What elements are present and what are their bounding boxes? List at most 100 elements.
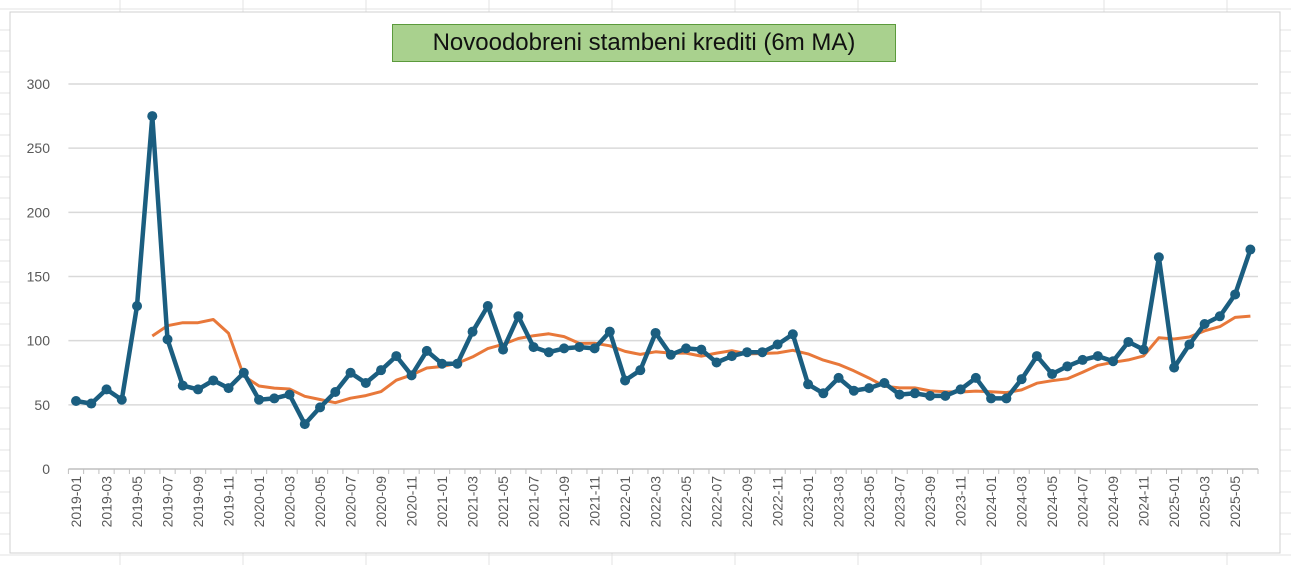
x-tick-label: 2022-09	[739, 476, 755, 528]
data-point	[864, 383, 875, 394]
data-point	[193, 384, 204, 395]
data-point	[574, 342, 585, 353]
x-tick-label: 2023-03	[831, 476, 847, 528]
x-tick-label: 2019-03	[99, 476, 115, 528]
data-point	[1077, 354, 1088, 365]
data-point	[1001, 393, 1012, 404]
data-point	[330, 387, 341, 397]
x-tick-label: 2021-11	[587, 476, 603, 527]
y-tick-label: 100	[27, 333, 51, 349]
x-tick-label: 2020-11	[404, 476, 420, 527]
data-point	[1108, 356, 1119, 367]
data-point	[620, 375, 631, 386]
data-point	[970, 372, 981, 383]
data-point	[1047, 369, 1058, 380]
data-point	[482, 301, 493, 312]
y-tick-label: 200	[27, 204, 51, 220]
data-point	[925, 390, 936, 401]
data-point	[650, 327, 661, 338]
data-point	[1062, 361, 1073, 372]
data-point	[681, 343, 692, 354]
x-tick-label: 2022-01	[617, 476, 633, 528]
x-tick-label: 2025-03	[1197, 476, 1213, 528]
series-line-moving-average	[151, 314, 1251, 405]
data-point	[315, 402, 326, 413]
data-point	[879, 378, 890, 389]
data-point	[498, 344, 509, 355]
data-point	[635, 365, 646, 376]
data-point	[787, 329, 798, 340]
data-point	[803, 379, 814, 390]
data-point	[1199, 318, 1210, 329]
data-point	[1031, 351, 1042, 362]
data-point	[269, 393, 280, 404]
x-tick-label: 2021-05	[495, 476, 511, 528]
data-point	[208, 375, 219, 386]
data-point	[604, 326, 615, 337]
x-tick-label: 2022-03	[648, 476, 664, 528]
x-tick-label: 2025-05	[1227, 476, 1243, 528]
x-tick-label: 2024-05	[1044, 476, 1060, 528]
y-tick-label: 300	[27, 76, 51, 92]
data-point	[848, 385, 859, 396]
data-point	[940, 390, 951, 401]
data-point	[299, 419, 310, 430]
y-tick-label: 150	[27, 269, 51, 285]
data-point	[543, 347, 554, 358]
x-tick-label: 2022-11	[770, 476, 786, 527]
data-point	[909, 388, 920, 399]
data-point	[254, 394, 265, 405]
data-point	[86, 398, 97, 409]
x-tick-label: 2021-01	[434, 476, 450, 528]
x-tick-label: 2022-05	[678, 476, 694, 528]
data-point	[467, 326, 478, 337]
data-point	[1092, 351, 1103, 362]
x-tick-label: 2021-07	[526, 476, 542, 528]
data-point	[559, 343, 570, 354]
data-point	[101, 384, 112, 395]
y-tick-label: 0	[42, 461, 50, 477]
x-tick-label: 2022-07	[709, 476, 725, 528]
data-point	[437, 358, 448, 369]
data-point	[894, 389, 905, 400]
x-tick-label: 2024-11	[1136, 476, 1152, 527]
data-point	[1123, 336, 1134, 347]
x-tick-label: 2024-07	[1075, 476, 1091, 528]
y-tick-label: 50	[34, 397, 50, 413]
x-tick-label: 2020-03	[282, 476, 298, 528]
x-tick-label: 2020-05	[312, 476, 328, 528]
data-point	[757, 347, 768, 358]
x-tick-label: 2020-07	[343, 476, 359, 528]
data-point	[833, 372, 844, 383]
data-point	[406, 370, 417, 381]
data-point	[711, 357, 722, 368]
x-tick-label: 2023-09	[922, 476, 938, 528]
x-tick-label: 2019-05	[129, 476, 145, 528]
data-point	[162, 334, 173, 345]
chart-title: Novoodobreni stambeni krediti (6m MA)	[392, 24, 896, 62]
data-point	[986, 393, 997, 404]
x-tick-label: 2023-11	[953, 476, 969, 527]
x-tick-label: 2024-09	[1105, 476, 1121, 528]
data-point	[742, 347, 753, 358]
data-point	[772, 339, 783, 350]
x-tick-label: 2024-01	[983, 476, 999, 528]
data-point	[452, 358, 463, 369]
x-tick-label: 2020-01	[251, 476, 267, 528]
chart-title-text: Novoodobreni stambeni krediti (6m MA)	[432, 29, 856, 56]
data-point	[665, 349, 676, 360]
data-point	[696, 344, 707, 355]
x-tick-label: 2024-03	[1014, 476, 1030, 528]
data-point	[528, 342, 539, 353]
x-tick-label: 2021-09	[556, 476, 572, 528]
data-point	[513, 311, 524, 322]
y-tick-label: 250	[27, 140, 51, 156]
x-tick-label: 2019-11	[221, 476, 237, 527]
x-tick-label: 2019-01	[68, 476, 84, 528]
data-point	[360, 378, 371, 389]
data-point	[223, 383, 234, 394]
data-point	[71, 395, 82, 406]
data-point	[238, 367, 249, 378]
data-point	[1230, 289, 1241, 300]
